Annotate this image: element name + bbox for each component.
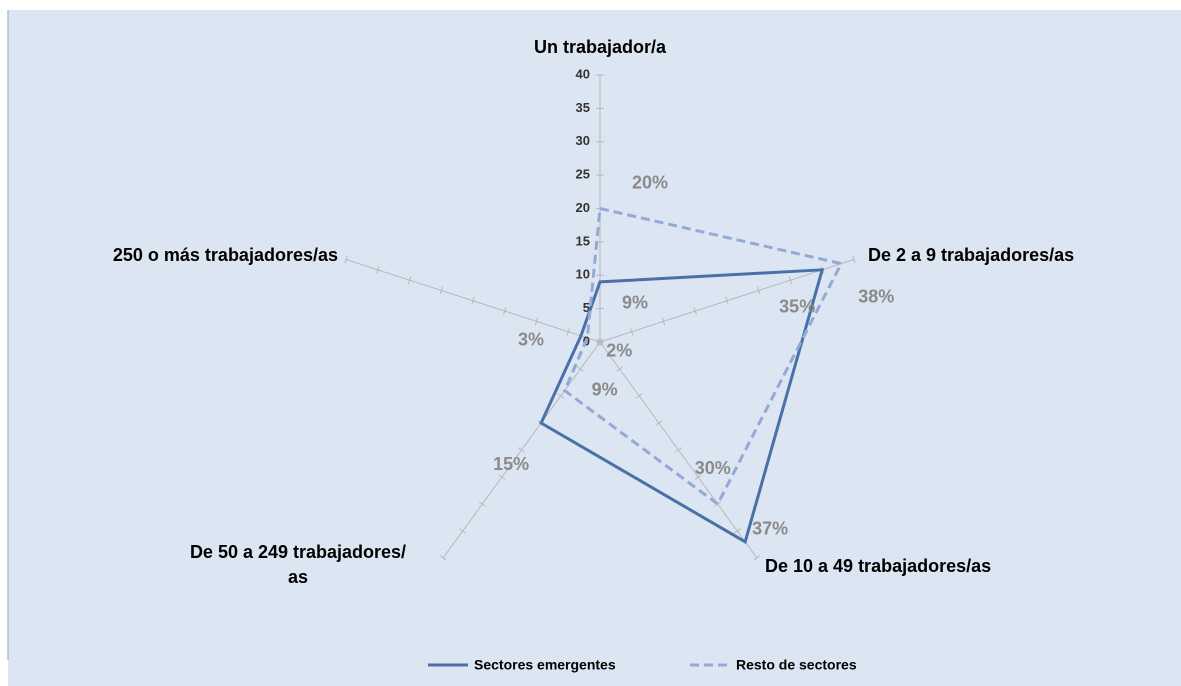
tick-mark xyxy=(661,317,666,326)
value-label: 9% xyxy=(622,293,648,313)
legend-label: Sectores emergentes xyxy=(474,657,616,673)
category-label: Un trabajador/a xyxy=(534,37,667,57)
tick-mark xyxy=(503,307,507,316)
value-label: 38% xyxy=(858,286,894,306)
tick-mark xyxy=(534,317,539,326)
value-label: 15% xyxy=(493,454,529,474)
tick-mark xyxy=(694,474,702,480)
value-label: 30% xyxy=(695,458,731,478)
tick-mark xyxy=(471,296,475,305)
category-label: De 50 a 249 trabajadores/as xyxy=(190,542,406,587)
category-label: De 2 a 9 trabajadores/as xyxy=(868,245,1074,265)
r-tick-label: 40 xyxy=(576,66,590,81)
tick-mark xyxy=(635,393,643,399)
tick-mark xyxy=(439,555,447,561)
legend-label: Resto de sectores xyxy=(736,657,857,673)
category-label: 250 o más trabajadores/as xyxy=(113,245,338,265)
tick-mark xyxy=(518,447,526,453)
tick-mark xyxy=(725,296,729,305)
tick-mark xyxy=(598,338,602,346)
tick-mark xyxy=(407,276,412,285)
tick-mark xyxy=(616,366,624,372)
tick-mark xyxy=(376,265,380,274)
tick-mark xyxy=(756,286,761,295)
value-label: 37% xyxy=(752,519,788,539)
category-label: De 10 a 49 trabajadores/as xyxy=(765,556,991,576)
tick-mark xyxy=(459,528,467,534)
tick-mark xyxy=(693,307,697,316)
tick-mark xyxy=(852,255,856,264)
r-tick-label: 30 xyxy=(576,133,590,148)
value-label: 3% xyxy=(518,330,544,350)
tick-mark xyxy=(630,327,634,336)
tick-mark xyxy=(498,474,506,480)
value-label: 20% xyxy=(632,172,668,192)
tick-mark xyxy=(439,286,444,295)
r-tick-label: 20 xyxy=(576,200,590,215)
tick-mark xyxy=(576,366,584,372)
tick-mark xyxy=(788,276,793,285)
r-tick-label: 10 xyxy=(576,267,590,282)
tick-mark xyxy=(566,327,570,336)
tick-mark xyxy=(714,501,722,507)
value-label: 2% xyxy=(606,341,632,361)
tick-mark xyxy=(478,501,486,507)
tick-mark xyxy=(344,255,348,264)
value-label: 35% xyxy=(779,297,815,317)
tick-mark xyxy=(557,393,565,399)
r-tick-label: 5 xyxy=(583,300,590,315)
tick-mark xyxy=(753,555,761,561)
r-tick-label: 15 xyxy=(576,233,590,248)
r-tick-label: 35 xyxy=(576,100,590,115)
tick-mark xyxy=(674,447,682,453)
chart-background xyxy=(8,10,1181,686)
series-line xyxy=(539,268,825,545)
tick-mark xyxy=(733,528,741,534)
series-line xyxy=(562,206,844,507)
value-label: 9% xyxy=(592,379,618,399)
r-tick-label: 25 xyxy=(576,167,590,182)
tick-mark xyxy=(655,420,663,426)
